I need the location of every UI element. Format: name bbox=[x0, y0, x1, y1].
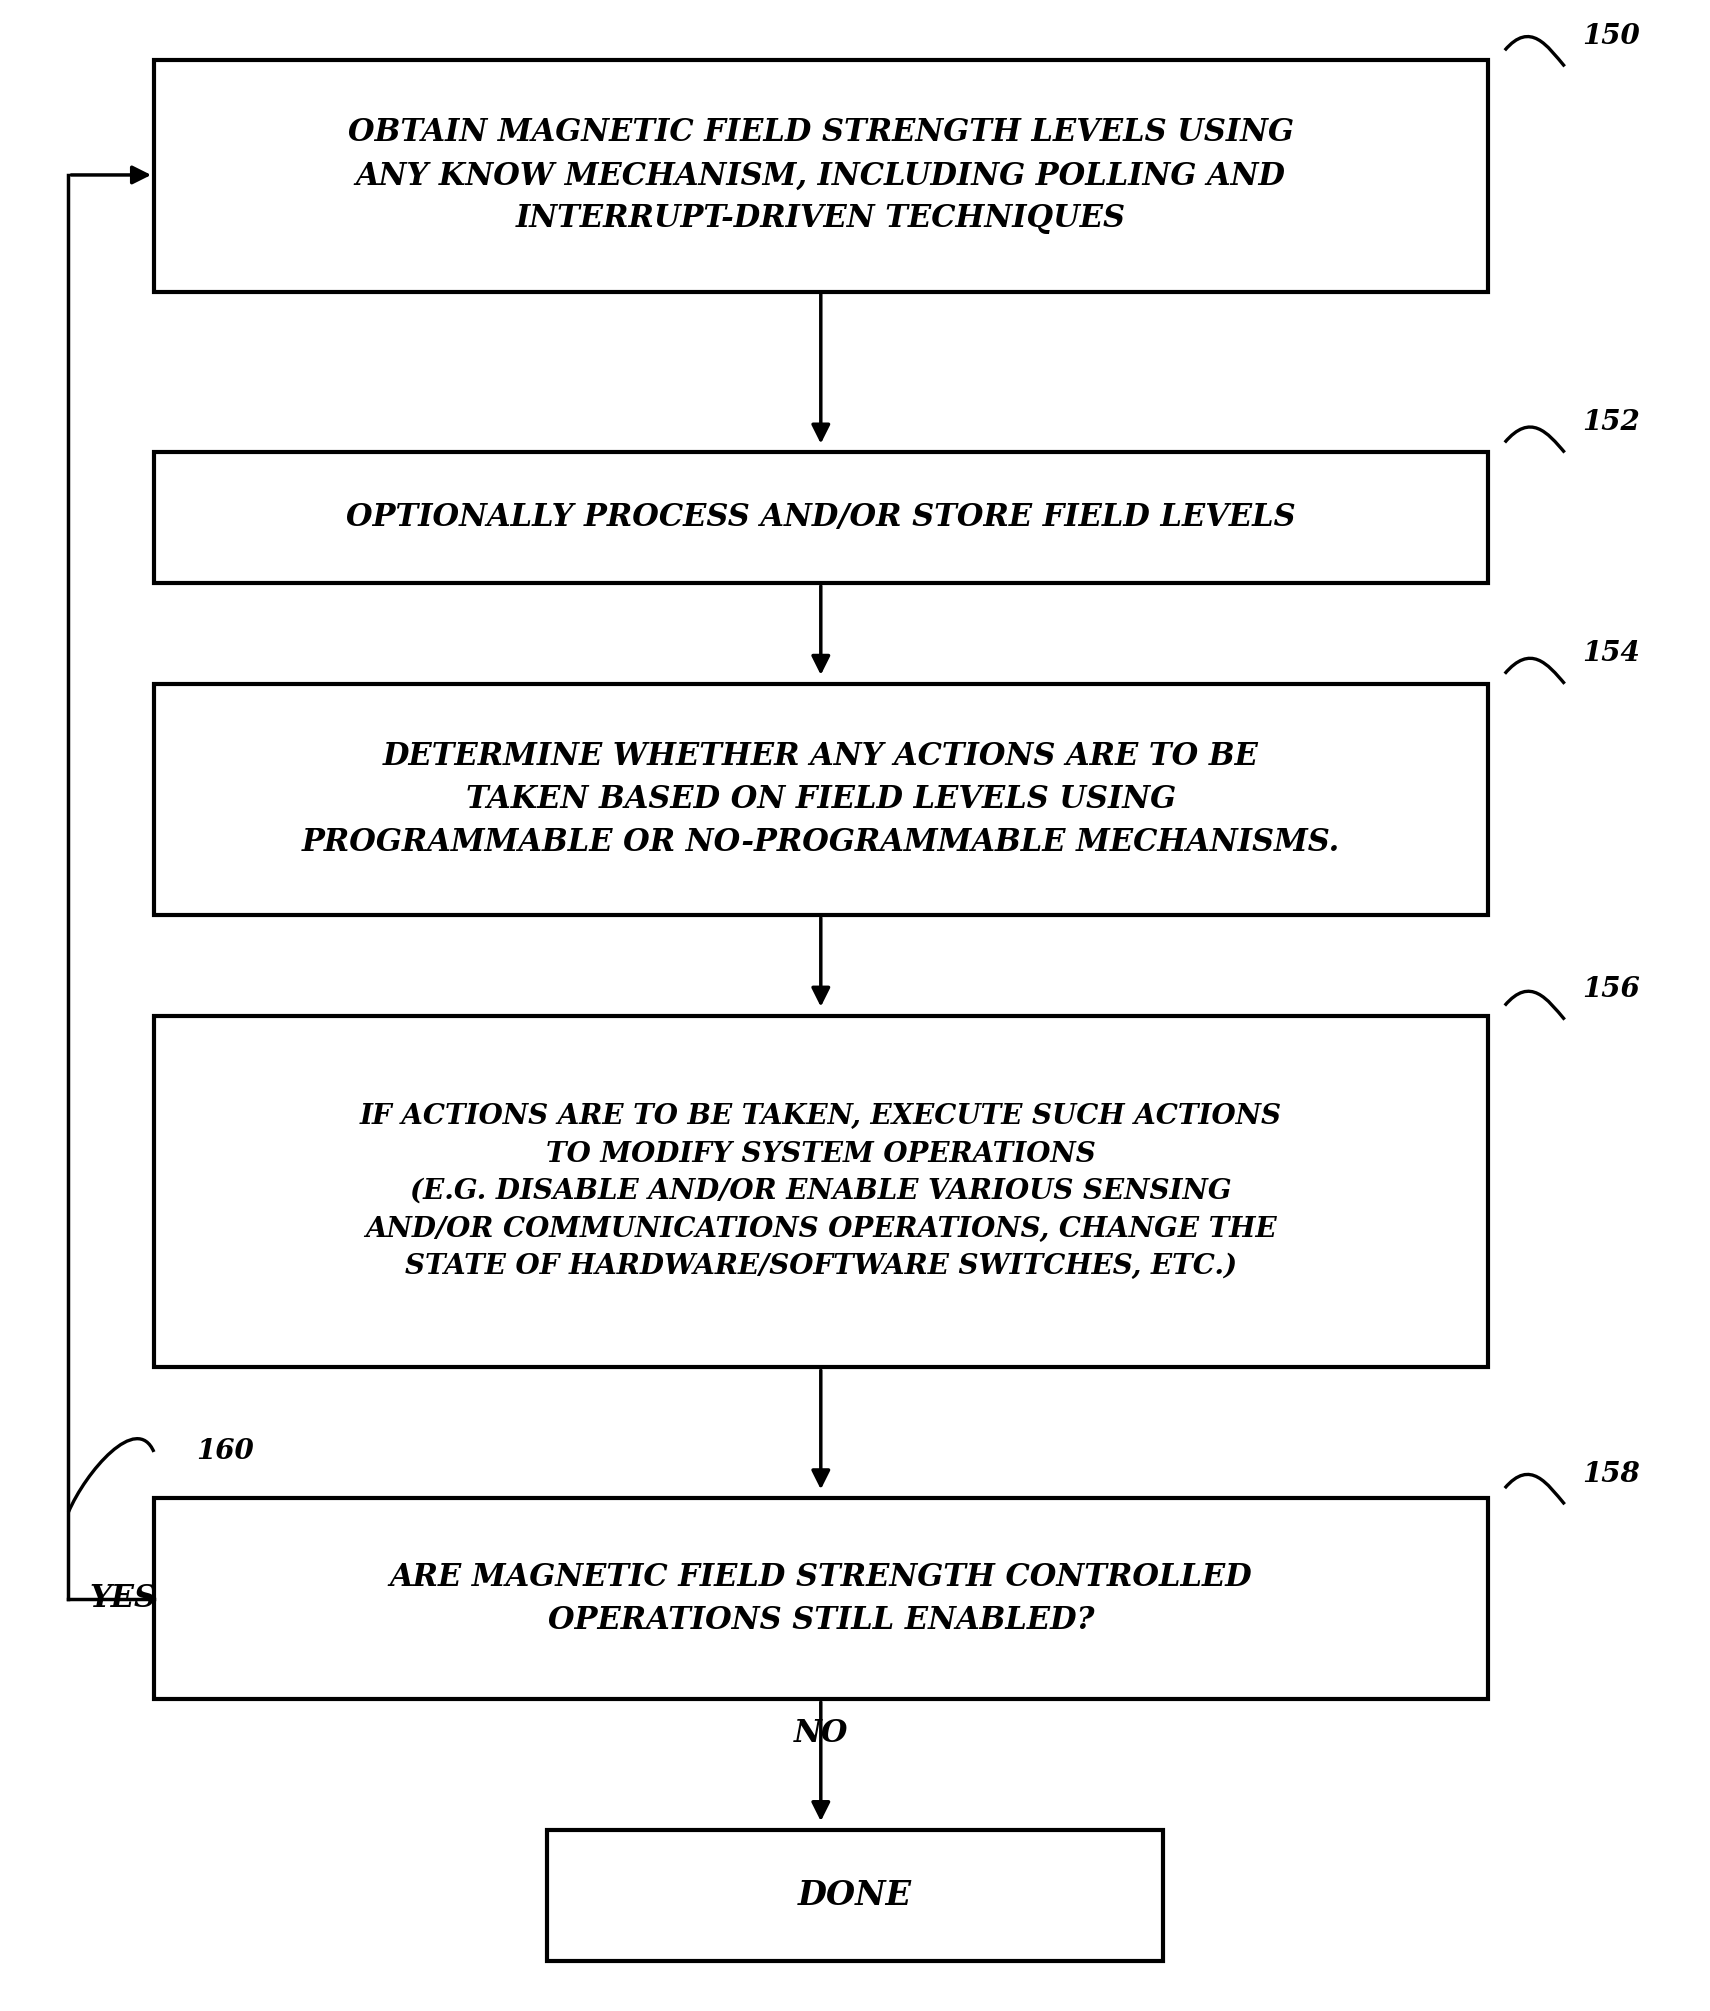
Text: NO: NO bbox=[793, 1717, 848, 1750]
FancyBboxPatch shape bbox=[154, 452, 1488, 583]
FancyBboxPatch shape bbox=[154, 684, 1488, 915]
Text: IF ACTIONS ARE TO BE TAKEN, EXECUTE SUCH ACTIONS
TO MODIFY SYSTEM OPERATIONS
(E.: IF ACTIONS ARE TO BE TAKEN, EXECUTE SUCH… bbox=[359, 1102, 1282, 1281]
Text: 158: 158 bbox=[1582, 1460, 1640, 1488]
FancyBboxPatch shape bbox=[547, 1830, 1163, 1961]
FancyBboxPatch shape bbox=[154, 1498, 1488, 1699]
Text: ARE MAGNETIC FIELD STRENGTH CONTROLLED
OPERATIONS STILL ENABLED?: ARE MAGNETIC FIELD STRENGTH CONTROLLED O… bbox=[390, 1563, 1252, 1635]
Text: 154: 154 bbox=[1582, 639, 1640, 668]
Text: 156: 156 bbox=[1582, 975, 1640, 1003]
FancyBboxPatch shape bbox=[154, 1016, 1488, 1367]
Text: 160: 160 bbox=[197, 1438, 255, 1466]
Text: 152: 152 bbox=[1582, 408, 1640, 436]
Text: DETERMINE WHETHER ANY ACTIONS ARE TO BE
TAKEN BASED ON FIELD LEVELS USING
PROGRA: DETERMINE WHETHER ANY ACTIONS ARE TO BE … bbox=[301, 740, 1341, 859]
Text: YES: YES bbox=[89, 1583, 157, 1615]
Text: OBTAIN MAGNETIC FIELD STRENGTH LEVELS USING
ANY KNOW MECHANISM, INCLUDING POLLIN: OBTAIN MAGNETIC FIELD STRENGTH LEVELS US… bbox=[347, 117, 1294, 235]
FancyBboxPatch shape bbox=[154, 60, 1488, 292]
Text: DONE: DONE bbox=[799, 1878, 911, 1912]
Text: 150: 150 bbox=[1582, 22, 1640, 50]
Text: OPTIONALLY PROCESS AND/OR STORE FIELD LEVELS: OPTIONALLY PROCESS AND/OR STORE FIELD LE… bbox=[345, 503, 1296, 533]
